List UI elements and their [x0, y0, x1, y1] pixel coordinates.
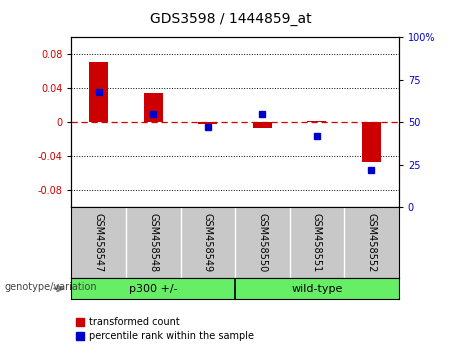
Text: GSM458551: GSM458551	[312, 213, 322, 272]
Bar	[253, 122, 272, 128]
Text: GSM458548: GSM458548	[148, 213, 158, 272]
Text: GSM458552: GSM458552	[366, 213, 377, 272]
Text: GSM458549: GSM458549	[203, 213, 213, 272]
Bar	[307, 121, 326, 122]
Bar	[89, 62, 108, 122]
Legend: transformed count, percentile rank within the sample: transformed count, percentile rank withi…	[77, 317, 254, 341]
Bar	[144, 93, 163, 122]
Text: GSM458547: GSM458547	[94, 213, 104, 272]
Bar	[362, 122, 381, 162]
Bar	[198, 122, 218, 124]
Text: GDS3598 / 1444859_at: GDS3598 / 1444859_at	[150, 12, 311, 27]
Text: GSM458550: GSM458550	[257, 213, 267, 272]
Text: p300 +/-: p300 +/-	[129, 284, 177, 293]
Text: genotype/variation: genotype/variation	[5, 282, 97, 292]
Text: wild-type: wild-type	[291, 284, 343, 293]
